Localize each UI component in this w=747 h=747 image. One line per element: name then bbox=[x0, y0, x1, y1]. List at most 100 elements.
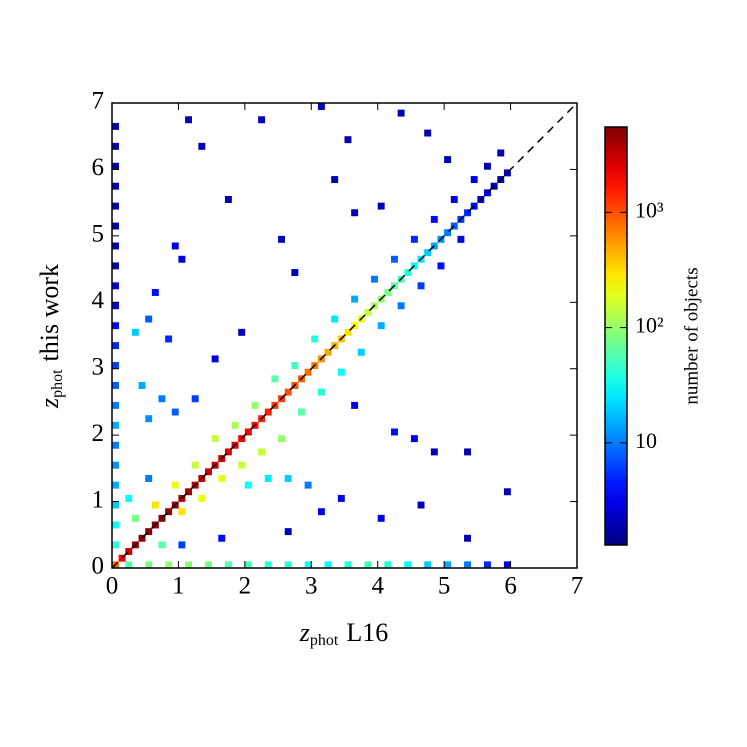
bin-cell bbox=[384, 289, 392, 296]
x-tick-label: 1 bbox=[172, 573, 185, 600]
bin-cell bbox=[131, 514, 139, 522]
bin-cell bbox=[145, 475, 153, 482]
colorbar-tick-label: 10² bbox=[635, 313, 664, 338]
bin-cell bbox=[317, 103, 325, 110]
bin-cell bbox=[344, 328, 352, 336]
bin-cell bbox=[298, 408, 305, 416]
bin-cell bbox=[244, 428, 252, 436]
bin-cell bbox=[224, 561, 232, 569]
bin-cell bbox=[490, 182, 498, 190]
bin-cell bbox=[278, 235, 286, 243]
bin-cell bbox=[178, 541, 186, 549]
bin-cell bbox=[171, 408, 179, 416]
bin-cell bbox=[457, 235, 465, 243]
colorbar-tick-label: 10 bbox=[635, 428, 657, 453]
bin-cell bbox=[464, 209, 472, 217]
bin-cell bbox=[151, 501, 159, 509]
bin-cell bbox=[377, 202, 385, 210]
bin-cell bbox=[324, 561, 332, 569]
bin-cell bbox=[464, 534, 472, 542]
bin-cell bbox=[238, 461, 246, 469]
x-label-sub: phot bbox=[310, 632, 339, 649]
one-to-one-line bbox=[111, 102, 578, 569]
bin-cell bbox=[450, 196, 458, 203]
bin-cell bbox=[112, 521, 119, 529]
bin-cell bbox=[371, 275, 379, 283]
bin-cell bbox=[470, 176, 478, 184]
bin-cell bbox=[284, 475, 292, 482]
bin-cell bbox=[364, 561, 372, 569]
bin-cell bbox=[264, 408, 272, 416]
bin-cell bbox=[251, 401, 259, 409]
colorbar bbox=[604, 126, 628, 546]
bin-cell bbox=[112, 501, 119, 509]
bin-cell bbox=[112, 461, 119, 469]
bin-cell bbox=[317, 508, 325, 516]
bin-cell bbox=[171, 481, 179, 489]
bin-cell bbox=[484, 162, 491, 170]
bin-cell bbox=[125, 494, 133, 502]
bin-cell bbox=[258, 448, 266, 456]
bin-cell bbox=[503, 488, 511, 496]
x-tick-label: 3 bbox=[305, 573, 318, 600]
bin-cell bbox=[125, 561, 133, 569]
x-tick-label: 2 bbox=[239, 573, 252, 600]
y-label-sub: phot bbox=[49, 369, 66, 398]
bin-cell bbox=[138, 382, 146, 389]
bin-cell bbox=[112, 162, 119, 170]
bin-cell bbox=[178, 508, 186, 516]
bin-cell bbox=[417, 282, 425, 290]
y-tick-label: 1 bbox=[92, 486, 105, 513]
x-tick-label: 0 bbox=[106, 573, 119, 600]
bin-cell bbox=[112, 262, 119, 270]
y-tick-label: 0 bbox=[92, 553, 105, 580]
bin-cell bbox=[112, 282, 119, 290]
bin-cell bbox=[497, 149, 505, 157]
y-axis-label: zphot this work bbox=[35, 264, 66, 409]
bin-cell bbox=[112, 242, 119, 250]
y-tick-label: 6 bbox=[92, 154, 105, 181]
bin-cell bbox=[112, 342, 119, 350]
bin-cell bbox=[191, 461, 199, 469]
bin-cell bbox=[430, 448, 438, 456]
y-tick-label: 7 bbox=[92, 88, 105, 115]
bin-cell bbox=[331, 176, 339, 184]
bin-cell bbox=[112, 441, 119, 449]
y-tick-label: 3 bbox=[92, 353, 105, 380]
bin-cell bbox=[291, 362, 299, 370]
bin-cell bbox=[424, 561, 432, 569]
bin-cell bbox=[198, 494, 206, 502]
bin-cell bbox=[165, 508, 173, 516]
bin-cell bbox=[397, 109, 405, 117]
bin-cell bbox=[112, 382, 119, 389]
bin-cell bbox=[112, 541, 119, 549]
cells bbox=[112, 103, 511, 569]
bin-cell bbox=[258, 116, 266, 124]
bin-cell bbox=[191, 395, 199, 403]
bin-cell bbox=[112, 122, 119, 130]
bin-cell bbox=[344, 136, 352, 144]
x-tick-label: 6 bbox=[504, 573, 517, 600]
bin-cell bbox=[284, 561, 292, 569]
y-label-rest: this work bbox=[35, 264, 64, 362]
bin-cell bbox=[112, 401, 119, 409]
x-tick-label: 5 bbox=[438, 573, 451, 600]
bin-cell bbox=[112, 142, 119, 150]
bin-cell bbox=[317, 388, 325, 396]
bin-cell bbox=[278, 435, 286, 443]
bin-cell bbox=[503, 169, 511, 177]
bin-cell bbox=[185, 116, 193, 124]
bin-cell bbox=[264, 561, 272, 569]
x-label-rest: L16 bbox=[346, 618, 388, 647]
bin-cell bbox=[211, 435, 219, 443]
bin-cell bbox=[284, 528, 292, 536]
bin-cell bbox=[145, 415, 153, 423]
bin-cell bbox=[224, 448, 232, 456]
bin-cell bbox=[284, 388, 292, 396]
bin-cell bbox=[357, 348, 365, 356]
bin-cell bbox=[112, 302, 119, 310]
bin-cell bbox=[337, 494, 345, 502]
bin-cell bbox=[391, 255, 398, 263]
y-tick-label: 4 bbox=[92, 287, 105, 314]
bin-cell bbox=[351, 295, 359, 303]
